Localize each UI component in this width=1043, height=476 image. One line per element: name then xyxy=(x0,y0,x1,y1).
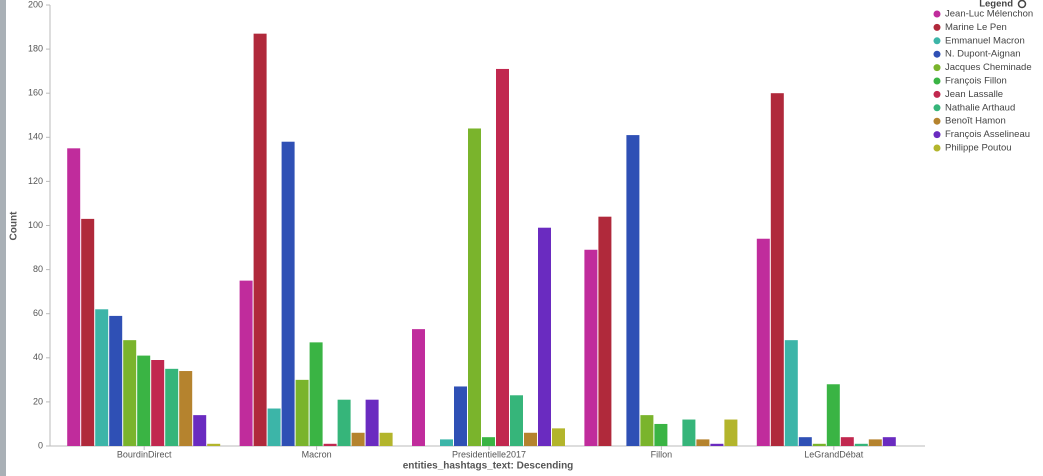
legend-label[interactable]: Jean-Luc Mélenchon xyxy=(945,9,1033,20)
y-tick-label: 0 xyxy=(38,440,43,450)
bar xyxy=(309,342,323,446)
legend-marker[interactable] xyxy=(933,23,941,31)
bar xyxy=(868,439,882,446)
bar xyxy=(95,309,109,446)
y-tick-label: 20 xyxy=(33,396,43,406)
bar xyxy=(351,432,365,446)
bar xyxy=(640,415,654,446)
bar xyxy=(468,128,481,447)
bar xyxy=(696,439,710,446)
y-tick-label: 140 xyxy=(28,132,43,142)
y-tick-label: 60 xyxy=(33,308,43,318)
bar xyxy=(440,439,453,446)
legend-marker[interactable] xyxy=(933,64,941,72)
bar xyxy=(682,419,696,446)
bar xyxy=(552,428,565,446)
bar xyxy=(323,443,337,446)
legend-label[interactable]: N. Dupont-Aignan xyxy=(945,49,1021,60)
x-tick-label: Presidentielle2017 xyxy=(452,449,526,459)
legend-label[interactable]: Emmanuel Macron xyxy=(945,35,1025,46)
bar xyxy=(598,216,612,446)
bar xyxy=(281,141,295,446)
bar xyxy=(524,432,537,446)
y-tick-label: 200 xyxy=(28,0,43,9)
legend-label[interactable]: Benoît Hamon xyxy=(945,116,1006,127)
bar xyxy=(724,419,738,446)
bar xyxy=(798,437,812,446)
bar xyxy=(267,408,281,446)
y-tick-label: 120 xyxy=(28,176,43,186)
bar xyxy=(179,371,193,446)
bar xyxy=(81,218,95,446)
bar xyxy=(654,423,668,446)
legend-label[interactable]: Nathalie Arthaud xyxy=(945,102,1015,113)
legend-label[interactable]: Marine Le Pen xyxy=(945,22,1007,33)
legend-marker[interactable] xyxy=(933,144,941,152)
legend-marker[interactable] xyxy=(933,131,941,139)
legend-label[interactable]: Jacques Cheminade xyxy=(945,62,1032,73)
y-tick-label: 100 xyxy=(28,220,43,230)
bar xyxy=(626,135,640,446)
legend-marker[interactable] xyxy=(933,10,941,18)
y-tick-label: 160 xyxy=(28,88,43,98)
bar xyxy=(882,437,896,446)
y-tick-label: 180 xyxy=(28,43,43,53)
legend-title[interactable]: Legend xyxy=(979,0,1013,10)
legend-marker[interactable] xyxy=(933,104,941,112)
bar xyxy=(482,437,495,446)
legend-marker[interactable] xyxy=(933,90,941,98)
bar xyxy=(207,443,221,446)
bar xyxy=(826,384,840,446)
bar xyxy=(193,415,207,446)
legend-marker[interactable] xyxy=(933,77,941,85)
bar xyxy=(496,68,509,446)
bar xyxy=(137,355,151,446)
bar xyxy=(295,379,309,446)
legend-marker[interactable] xyxy=(933,37,941,45)
legend-marker[interactable] xyxy=(933,50,941,58)
legend-label[interactable]: François Fillon xyxy=(945,76,1007,87)
bar xyxy=(109,315,123,446)
legend-label[interactable]: Philippe Poutou xyxy=(945,143,1012,154)
y-tick-label: 40 xyxy=(33,352,43,362)
side-strip xyxy=(0,0,6,476)
bar xyxy=(854,443,868,446)
legend-label[interactable]: Jean Lassalle xyxy=(945,89,1003,100)
x-tick-label: Fillon xyxy=(651,449,673,459)
x-tick-label: Macron xyxy=(302,449,332,459)
bar xyxy=(770,93,784,446)
bar xyxy=(510,395,523,446)
bar xyxy=(710,443,724,446)
bar xyxy=(365,399,379,446)
bar xyxy=(538,227,551,446)
bar xyxy=(812,443,826,446)
bar xyxy=(584,249,598,446)
legend-label[interactable]: François Asselineau xyxy=(945,129,1030,140)
x-tick-label: BourdinDirect xyxy=(117,449,172,459)
bar xyxy=(412,329,425,446)
legend-marker[interactable] xyxy=(933,117,941,125)
bar xyxy=(239,280,253,446)
bar xyxy=(151,360,165,446)
y-tick-label: 80 xyxy=(33,264,43,274)
bar xyxy=(756,238,770,446)
bar xyxy=(784,340,798,446)
bar xyxy=(253,33,267,446)
bar xyxy=(337,399,351,446)
bar xyxy=(454,386,467,446)
y-axis-title: Count xyxy=(9,211,20,241)
x-tick-label: LeGrandDébat xyxy=(804,449,864,459)
bar xyxy=(379,432,393,446)
bar xyxy=(165,368,179,446)
bar xyxy=(123,340,137,446)
bar xyxy=(67,148,81,446)
x-axis-title: entities_hashtags_text: Descending xyxy=(403,461,574,472)
bar xyxy=(840,437,854,446)
legend-toggle-icon[interactable] xyxy=(1017,0,1027,9)
